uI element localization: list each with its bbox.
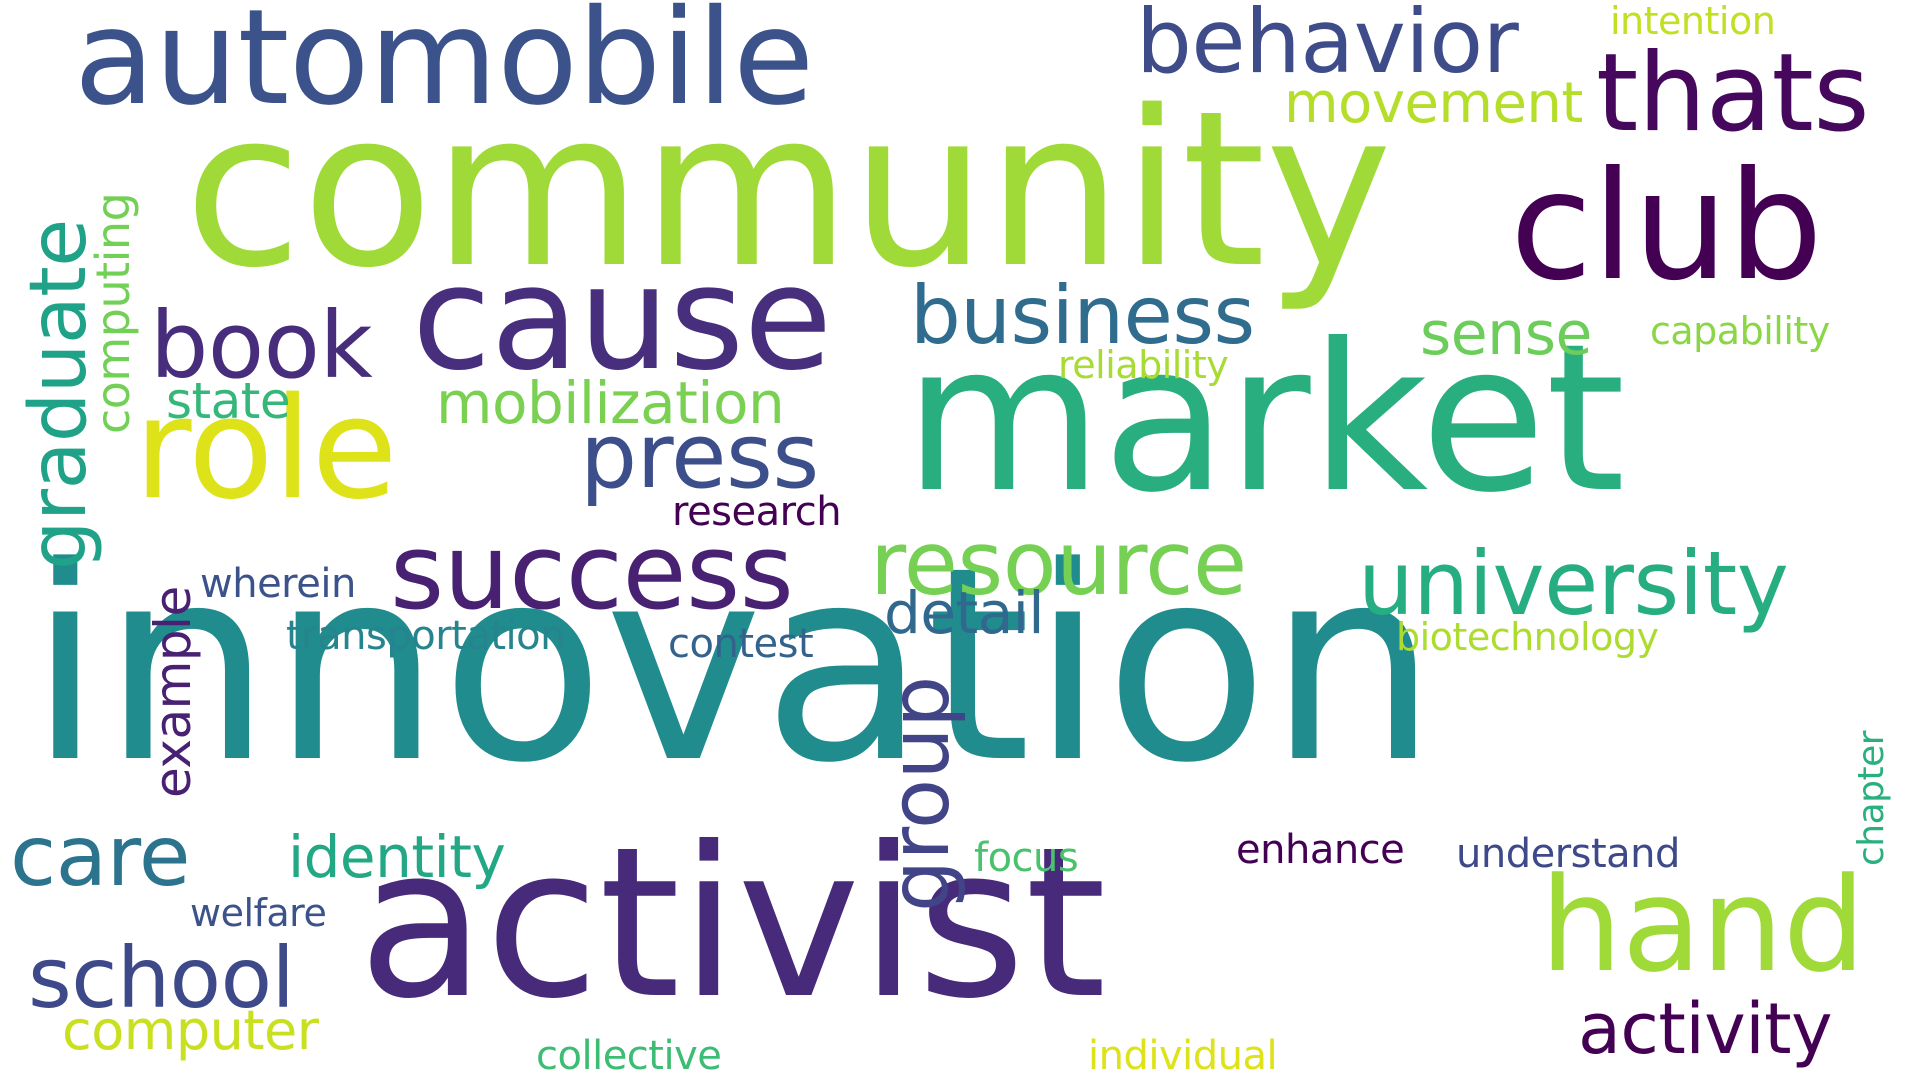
word-innovation: innovation: [28, 510, 1438, 822]
word-university: university: [1358, 532, 1789, 635]
word-computing: computing: [86, 192, 140, 434]
word-capability: capability: [1650, 309, 1830, 353]
word-enhance: enhance: [1236, 827, 1405, 873]
word-individual: individual: [1088, 1033, 1278, 1079]
word-transportation: transportation: [286, 613, 565, 659]
word-cause: cause: [412, 234, 832, 402]
word-biotechnology: biotechnology: [1396, 615, 1659, 659]
word-group: group: [873, 676, 968, 912]
word-movement: movement: [1284, 71, 1583, 136]
word-school: school: [28, 929, 295, 1027]
word-community: community: [184, 64, 1392, 315]
word-behavior: behavior: [1136, 0, 1519, 93]
word-activity: activity: [1578, 988, 1833, 1070]
word-activist: activist: [358, 803, 1106, 1045]
word-care: care: [10, 807, 191, 905]
word-chapter: chapter: [1851, 730, 1892, 866]
word-collective: collective: [536, 1033, 722, 1079]
word-identity: identity: [288, 823, 506, 891]
word-success: success: [390, 511, 794, 633]
word-understand: understand: [1456, 831, 1680, 877]
word-market: market: [904, 301, 1625, 538]
word-wherein: wherein: [200, 561, 356, 607]
word-business: business: [910, 269, 1255, 362]
word-role: role: [134, 368, 398, 531]
word-book: book: [150, 292, 373, 399]
word-state: state: [166, 372, 291, 430]
word-computer: computer: [62, 999, 319, 1062]
word-contest: contest: [668, 621, 814, 667]
word-welfare: welfare: [190, 891, 327, 935]
word-mobilization: mobilization: [436, 369, 785, 437]
word-research: research: [672, 489, 842, 535]
word-hand: hand: [1540, 849, 1865, 1001]
word-detail: detail: [884, 579, 1045, 647]
word-sense: sense: [1420, 299, 1592, 369]
word-press: press: [580, 404, 819, 509]
word-intention: intention: [1610, 0, 1776, 43]
word-thats: thats: [1596, 31, 1870, 156]
word-example: example: [144, 586, 202, 798]
word-reliability: reliability: [1058, 343, 1229, 387]
word-focus: focus: [974, 835, 1079, 881]
word-resource: resource: [870, 512, 1247, 615]
word-club: club: [1510, 140, 1823, 314]
word-automobile: automobile: [74, 0, 814, 135]
